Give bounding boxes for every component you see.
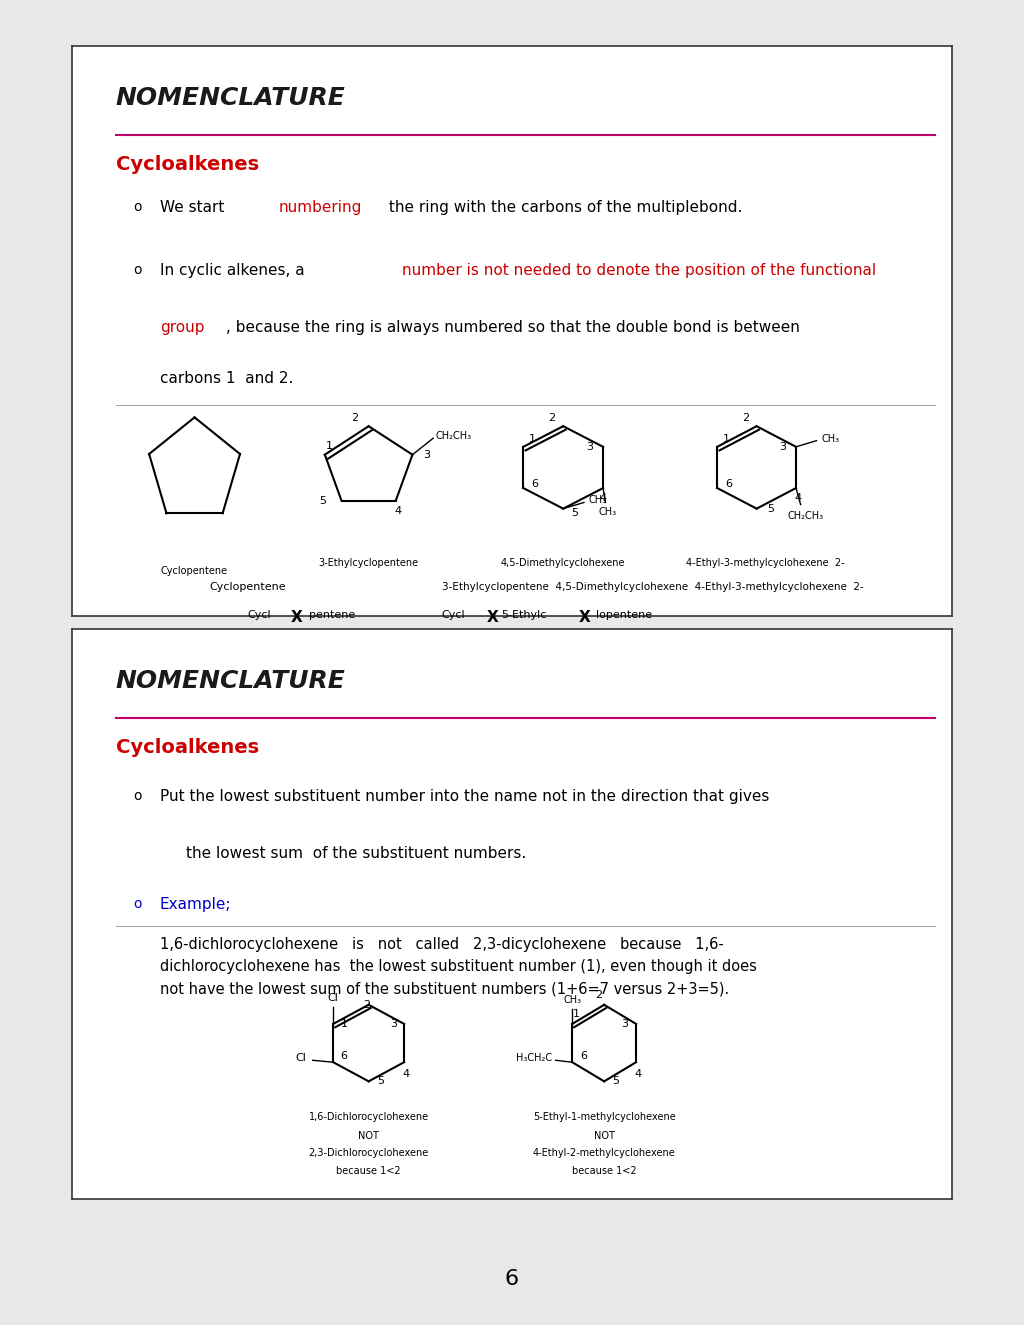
Text: 6: 6 — [580, 1052, 587, 1061]
Text: 2: 2 — [741, 413, 749, 423]
Text: 4,5-Dimethylcyclohexene: 4,5-Dimethylcyclohexene — [501, 558, 626, 568]
Text: CH₂CH₃: CH₂CH₃ — [787, 510, 823, 521]
Text: 3: 3 — [779, 441, 785, 452]
Text: o: o — [133, 262, 142, 277]
Text: o: o — [133, 788, 142, 803]
Text: 6: 6 — [340, 1052, 347, 1061]
Text: We start: We start — [160, 200, 229, 215]
Text: 5: 5 — [767, 504, 774, 514]
Text: CH₃: CH₃ — [599, 506, 616, 517]
Text: 4: 4 — [795, 493, 802, 504]
Text: 1: 1 — [529, 433, 536, 444]
Text: Example;: Example; — [160, 897, 231, 912]
Text: 5: 5 — [378, 1076, 384, 1086]
Text: NOT: NOT — [594, 1132, 614, 1141]
Text: 4: 4 — [599, 493, 606, 504]
Text: Cyclopentene: Cyclopentene — [161, 566, 228, 576]
Text: 5-Ethylc: 5-Ethylc — [502, 611, 547, 620]
Text: 6: 6 — [531, 478, 539, 489]
Text: number is not needed to denote the position of the functional: number is not needed to denote the posit… — [401, 262, 877, 278]
Text: NOMENCLATURE: NOMENCLATURE — [116, 86, 345, 110]
Text: 1,6-dichlorocyclohexene   is   not   called   2,3-dicyclohexene   because   1,6-: 1,6-dichlorocyclohexene is not called 2,… — [160, 937, 757, 996]
Text: X: X — [486, 611, 499, 625]
Text: group: group — [160, 319, 204, 335]
Text: Put the lowest substituent number into the name not in the direction that gives: Put the lowest substituent number into t… — [160, 788, 769, 804]
Text: 3: 3 — [622, 1019, 629, 1030]
Text: because 1<2: because 1<2 — [571, 1166, 637, 1175]
Text: 5: 5 — [571, 507, 579, 518]
Text: 5: 5 — [319, 496, 327, 506]
Text: , because the ring is always numbered so that the double bond is between: , because the ring is always numbered so… — [225, 319, 800, 335]
Text: 6: 6 — [725, 478, 732, 489]
Text: X: X — [579, 611, 590, 625]
Text: the ring with the carbons of the multiplebond.: the ring with the carbons of the multipl… — [384, 200, 742, 215]
Text: Cl: Cl — [328, 992, 339, 1003]
Text: CH₃: CH₃ — [563, 995, 582, 1004]
Text: 1: 1 — [341, 1019, 348, 1030]
Text: numbering: numbering — [279, 200, 362, 215]
Text: carbons 1  and 2.: carbons 1 and 2. — [160, 371, 293, 386]
Text: o: o — [133, 200, 142, 215]
Text: X: X — [291, 611, 302, 625]
Text: 4-Ethyl-3-methylcyclohexene  2-: 4-Ethyl-3-methylcyclohexene 2- — [686, 558, 845, 568]
Text: NOMENCLATURE: NOMENCLATURE — [116, 669, 345, 693]
Text: 4-Ethyl-2-methylcyclohexene: 4-Ethyl-2-methylcyclohexene — [532, 1149, 676, 1158]
Text: 2: 2 — [364, 1000, 370, 1010]
Text: 3: 3 — [390, 1019, 397, 1030]
Text: 4: 4 — [402, 1069, 410, 1079]
Text: 3: 3 — [586, 441, 593, 452]
Text: CH₂CH₃: CH₂CH₃ — [435, 431, 472, 441]
Text: 🏛: 🏛 — [914, 1159, 924, 1178]
Text: NOT: NOT — [358, 1132, 379, 1141]
Text: 1: 1 — [326, 441, 333, 452]
Text: because 1<2: because 1<2 — [336, 1166, 401, 1175]
Text: 6: 6 — [505, 1268, 519, 1289]
Text: 3-Ethylcyclopentene: 3-Ethylcyclopentene — [318, 558, 419, 568]
Text: 2,3-Dichlorocyclohexene: 2,3-Dichlorocyclohexene — [308, 1149, 429, 1158]
Text: Cycl: Cycl — [248, 611, 271, 620]
Text: 4: 4 — [634, 1069, 641, 1079]
Text: CH₃: CH₃ — [821, 433, 840, 444]
Text: 3: 3 — [423, 449, 430, 460]
Text: 1: 1 — [572, 1010, 580, 1019]
Text: lopentene: lopentene — [596, 611, 652, 620]
Text: CH₃: CH₃ — [589, 496, 606, 505]
Text: Cl: Cl — [296, 1053, 306, 1064]
Text: 3-Ethylcyclopentene  4,5-Dimethylcyclohexene  4-Ethyl-3-methylcyclohexene  2-: 3-Ethylcyclopentene 4,5-Dimethylcyclohex… — [441, 582, 863, 592]
Text: Cycloalkenes: Cycloalkenes — [116, 155, 259, 174]
Text: 5: 5 — [611, 1076, 618, 1086]
Text: 1: 1 — [723, 433, 730, 444]
Text: H₃CH₂C: H₃CH₂C — [516, 1053, 552, 1064]
Text: 5-Ethyl-1-methylcyclohexene: 5-Ethyl-1-methylcyclohexene — [532, 1112, 676, 1122]
Text: o: o — [133, 897, 142, 912]
Text: pentene: pentene — [309, 611, 355, 620]
Text: 2: 2 — [548, 413, 555, 423]
Text: 2: 2 — [351, 413, 358, 423]
Text: Cyclopentene: Cyclopentene — [210, 582, 286, 592]
Text: Cycl: Cycl — [441, 611, 465, 620]
Text: In cyclic alkenes, a: In cyclic alkenes, a — [160, 262, 309, 278]
Text: 2: 2 — [595, 990, 602, 1000]
Text: the lowest sum  of the substituent numbers.: the lowest sum of the substituent number… — [186, 845, 526, 861]
Text: Cycloalkenes: Cycloalkenes — [116, 738, 259, 757]
Text: 🏛: 🏛 — [914, 576, 924, 595]
Text: 4: 4 — [394, 506, 401, 515]
Text: 1,6-Dichlorocyclohexene: 1,6-Dichlorocyclohexene — [308, 1112, 429, 1122]
